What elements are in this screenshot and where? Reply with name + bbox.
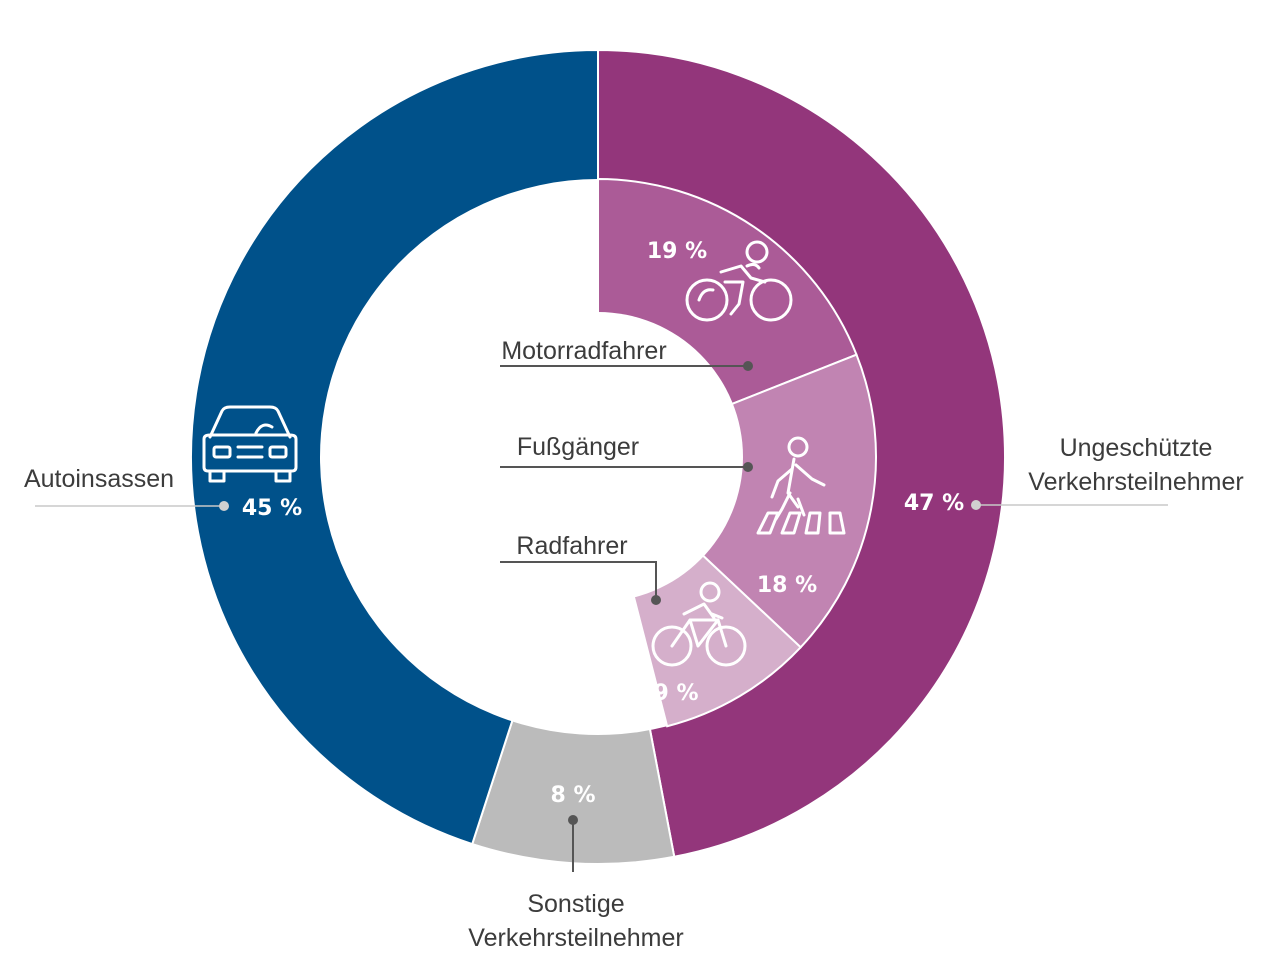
inner-slice-fussgaenger <box>596 353 877 649</box>
value-ungeschuetzte: 47 % <box>904 491 964 516</box>
label-ungeschuetzte-line2: Verkehrsteilnehmer <box>1028 468 1243 496</box>
label-autoinsassen: Autoinsassen <box>24 465 174 493</box>
label-fussgaenger: Fußgänger <box>517 433 639 461</box>
donut-hole <box>453 312 743 602</box>
cyclist-icon <box>651 581 747 667</box>
value-motorradfahrer: 19 % <box>647 239 707 264</box>
label-sonstige-line1: Sonstige <box>527 890 624 918</box>
value-autoinsassen: 45 % <box>242 496 302 521</box>
value-sonstige: 8 % <box>550 783 595 808</box>
label-sonstige-line2: Verkehrsteilnehmer <box>468 924 683 952</box>
car-icon <box>202 405 298 483</box>
label-motorradfahrer: Motorradfahrer <box>501 337 666 365</box>
label-ungeschuetzte-line1: Ungeschützte <box>1060 434 1213 462</box>
pedestrian-icon <box>756 436 846 535</box>
value-radfahrer: 9 % <box>653 681 698 706</box>
value-fussgaenger: 18 % <box>757 573 817 598</box>
label-radfahrer: Radfahrer <box>516 532 627 560</box>
motorcyclist-icon <box>685 240 793 322</box>
leader-lines <box>35 361 1168 872</box>
